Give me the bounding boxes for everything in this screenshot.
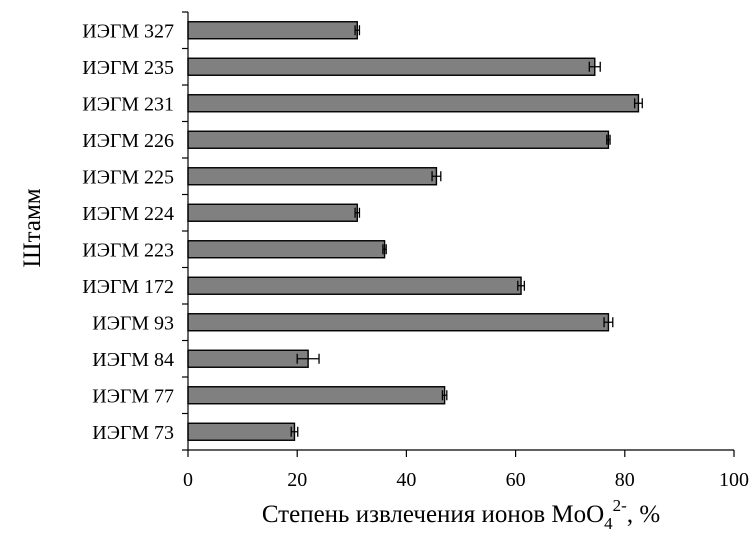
error-bar [441,390,448,401]
bars-group [187,21,640,441]
category-labels-group: ИЭГМ 327 ИЭГМ 235 ИЭГМ 231 ИЭГМ 226 ИЭГМ 225… [82,20,174,444]
x-tick-label: 60 [506,469,526,491]
category-label: ИЭГМ 93 [92,312,174,334]
bar [187,203,358,222]
bar [187,349,309,368]
bar [187,21,358,40]
x-axis-title-superscript: 2- [613,496,628,515]
error-bar [588,61,601,72]
bar [187,130,610,149]
error-bar [603,317,614,328]
category-label: ИЭГМ 73 [92,422,174,444]
x-tick-label: 80 [615,469,635,491]
y-ticks-group [182,11,188,451]
x-axis-title-main: Степень извлечения ионов MoO [262,501,604,528]
x-tick-label: 0 [183,469,193,491]
x-ticks-group [187,450,735,457]
category-label: ИЭГМ 226 [82,130,174,152]
category-label: ИЭГМ 231 [82,93,174,115]
x-axis-title: Степень извлечения ионов MoO42-, % [262,496,660,533]
bar [187,313,610,332]
error-bar [431,171,442,182]
axes-group [187,12,734,451]
x-tick-label: 40 [396,469,416,491]
category-label: ИЭГМ 77 [92,385,174,407]
error-bar [606,134,611,145]
x-axis-title-tail: , % [627,501,660,528]
bar [187,167,438,186]
error-bars-group [290,25,643,437]
category-label: ИЭГМ 225 [82,166,174,188]
bar [187,386,446,405]
error-bar [354,207,361,218]
error-bar [633,98,643,109]
category-label: ИЭГМ 172 [82,276,174,298]
bar [187,240,386,259]
category-label: ИЭГМ 235 [82,57,174,79]
category-label: ИЭГМ 223 [82,239,174,261]
bar [187,422,296,441]
category-label: ИЭГМ 224 [82,203,174,225]
x-tick-label: 20 [287,469,307,491]
error-bar [296,353,320,364]
error-bar [517,280,525,291]
x-axis-title-subscript: 4 [604,514,613,533]
x-tick-labels-group: 0 20 40 60 80 100 [183,469,749,491]
bar [187,276,522,295]
error-bar [382,244,387,255]
error-bar [354,25,361,36]
category-label: ИЭГМ 327 [82,20,174,42]
error-bar [290,426,299,437]
category-label: ИЭГМ 84 [92,349,174,371]
x-tick-label: 100 [719,469,749,491]
bar [187,94,640,113]
y-axis-title: Штамм [19,188,46,267]
bar [187,57,596,76]
